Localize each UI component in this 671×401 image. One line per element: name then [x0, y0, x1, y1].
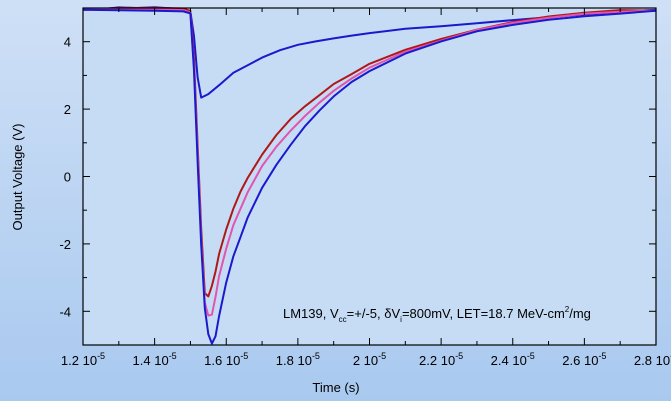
x-tick-label: 2.8 10-5	[634, 351, 671, 368]
y-tick-label: 2	[64, 102, 71, 117]
series-line-4	[82, 8, 657, 345]
x-axis-label: Time (s)	[312, 380, 359, 395]
x-tick-label: 1.4 10-5	[133, 351, 177, 368]
y-tick-label: -4	[59, 304, 71, 319]
annotation-text: LM139, Vcc=+/-5, δVi=800mV, LET=18.7 MeV…	[283, 305, 591, 324]
plot-background	[83, 8, 656, 345]
series-layer	[82, 6, 657, 345]
y-tick-label: 4	[64, 35, 71, 50]
x-tick-label: 2.4 10-5	[491, 351, 535, 368]
x-tick-label: 1.2 10-5	[61, 351, 105, 368]
y-tick-label: -2	[59, 237, 71, 252]
y-tick-label: 0	[64, 170, 71, 185]
x-tick-label: 2.2 10-5	[419, 351, 463, 368]
x-tick-label: 1.6 10-5	[204, 351, 248, 368]
y-axis-label: Output Voltage (V)	[10, 124, 25, 231]
x-tick-label: 2 10-5	[353, 351, 386, 368]
x-tick-label: 1.8 10-5	[276, 351, 320, 368]
axes: 4 2 0 -2 -4 1.2 10-5 1.4 10-5 1.6 10-5 1.8 10-5 2…	[59, 7, 671, 368]
x-tick-label: 2.6 10-5	[562, 351, 606, 368]
plot-area	[83, 8, 656, 345]
